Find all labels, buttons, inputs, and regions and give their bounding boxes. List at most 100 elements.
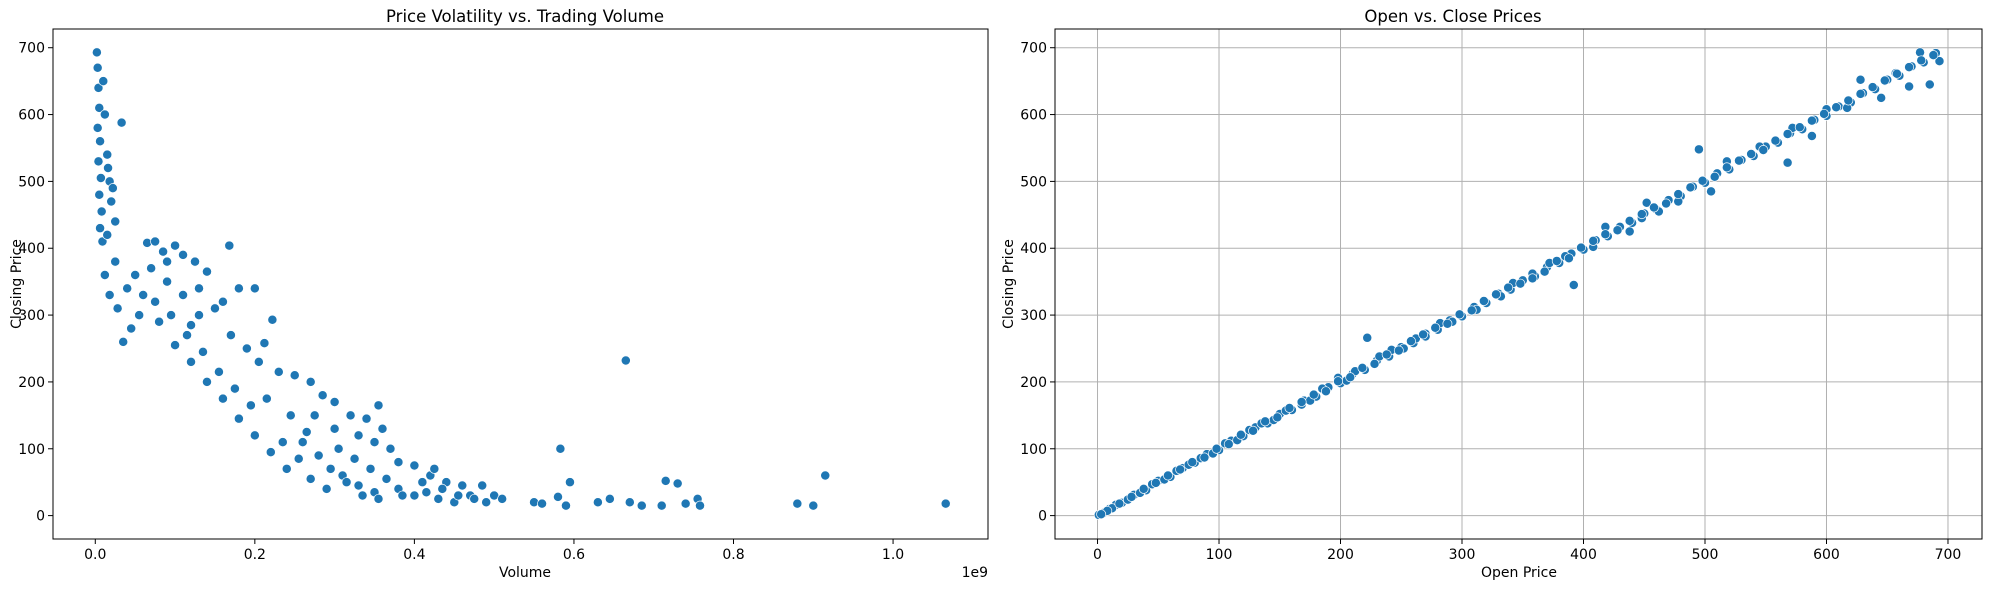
data-point (170, 240, 181, 251)
data-point (695, 500, 705, 511)
data-point (134, 310, 145, 321)
data-point (409, 490, 420, 501)
data-point (138, 290, 149, 300)
data-point (106, 196, 117, 207)
data-point (91, 47, 102, 58)
data-point (281, 463, 292, 474)
data-point (808, 500, 819, 511)
data-point (1782, 157, 1793, 168)
data-point (604, 493, 615, 504)
plot-frame (52, 28, 989, 540)
data-point (1138, 483, 1149, 494)
data-point (1551, 255, 1562, 266)
data-point (537, 498, 547, 509)
data-point (1867, 82, 1878, 93)
data-point (341, 477, 352, 488)
data-point (225, 330, 236, 341)
y-tick-label: 0 (36, 509, 45, 525)
x-tick-label: 600 (1813, 547, 1840, 563)
data-point (93, 156, 104, 167)
data-point (126, 323, 137, 334)
x-axis-offset-label: 1e9 (962, 565, 988, 581)
y-tick-label: 300 (18, 308, 45, 324)
data-point (1223, 439, 1234, 450)
y-axis-label: Closing Price (1001, 239, 1017, 329)
data-point (94, 102, 105, 113)
data-point (433, 493, 444, 504)
data-point (1624, 226, 1635, 237)
data-point (99, 109, 110, 120)
data-point (178, 249, 188, 260)
data-point (1126, 491, 1137, 502)
data-point (99, 270, 110, 280)
data-point (1588, 235, 1599, 246)
data-point (1333, 376, 1344, 387)
data-point (357, 490, 368, 501)
data-point (1150, 477, 1161, 488)
data-point (820, 470, 831, 481)
data-point (209, 303, 220, 314)
x-tick-label: 0.8 (722, 547, 744, 563)
data-point (555, 443, 566, 454)
data-point (1721, 162, 1732, 173)
data-point (353, 430, 364, 441)
data-point (305, 376, 316, 387)
data-point (277, 437, 288, 448)
data-point (1661, 198, 1672, 209)
data-point (1491, 289, 1501, 300)
data-point (309, 410, 320, 421)
y-tick-label: 200 (1020, 375, 1047, 391)
data-point (98, 76, 109, 87)
data-point (1357, 362, 1368, 373)
x-axis-label: Volume (499, 565, 551, 581)
data-point (1199, 452, 1210, 463)
x-tick-label: 700 (1935, 547, 1962, 563)
data-point (194, 283, 204, 294)
data-point (660, 475, 671, 486)
data-point (1442, 318, 1453, 329)
data-point (1641, 197, 1652, 208)
data-point (224, 240, 235, 251)
x-axis-ticks: 0 100 200 300 400 500 600 700 (1093, 539, 1961, 563)
data-point (104, 290, 115, 300)
data-point (166, 310, 177, 321)
x-tick-label: 0.4 (403, 547, 425, 563)
data-point (345, 410, 356, 421)
data-point (409, 460, 420, 471)
data-point (1612, 225, 1623, 236)
data-point (1362, 332, 1373, 343)
data-point (1782, 128, 1793, 139)
data-point (1600, 229, 1611, 240)
data-point (497, 493, 508, 504)
data-point (1928, 50, 1939, 61)
y-tick-label: 100 (18, 442, 45, 458)
data-point (656, 500, 667, 511)
y-tick-label: 200 (18, 375, 45, 391)
data-point (186, 356, 196, 367)
data-point (259, 338, 270, 349)
data-point (1503, 282, 1514, 293)
data-point (116, 117, 127, 128)
data-point (97, 236, 108, 247)
data-point (1369, 358, 1380, 369)
data-point (182, 330, 192, 341)
y-tick-label: 500 (1020, 174, 1047, 190)
data-point (620, 355, 631, 366)
data-point (481, 497, 492, 508)
data-point (93, 82, 104, 93)
data-point (429, 463, 440, 474)
y-tick-label: 0 (1038, 509, 1047, 525)
data-point (170, 340, 181, 351)
data-point (245, 400, 256, 411)
data-point (1904, 62, 1915, 73)
data-point (217, 296, 228, 307)
data-point (1211, 443, 1222, 454)
data-point (92, 62, 103, 73)
data-point (1831, 102, 1842, 113)
data-point (349, 453, 360, 464)
data-point (265, 447, 276, 458)
y-tick-label: 700 (1020, 41, 1047, 57)
data-point (305, 473, 316, 484)
data-point (565, 477, 575, 488)
x-tick-label: 100 (1206, 547, 1233, 563)
